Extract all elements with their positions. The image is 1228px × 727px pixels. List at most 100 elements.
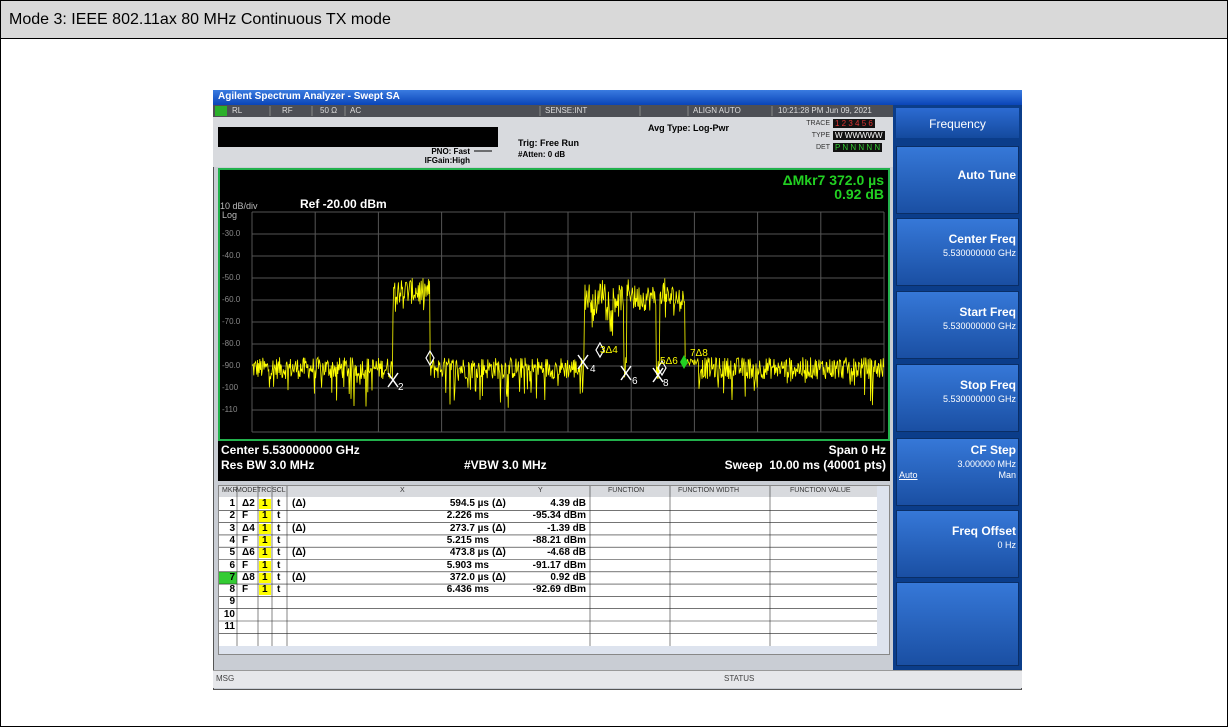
trace-cell (259, 523, 271, 534)
header-title: Mode 3: IEEE 802.11ax 80 MHz Continuous … (9, 11, 391, 28)
row-number: 8 (229, 584, 235, 596)
table-scroll-v (877, 486, 889, 654)
row-x: 372.0 µs (449, 571, 489, 583)
trace-cell (259, 511, 271, 522)
status-item: SENSE:INT (545, 106, 588, 115)
row-trace: 1 (262, 498, 268, 509)
row-number: 3 (229, 522, 235, 534)
y-axis-label: -60.0 (222, 295, 241, 304)
row-trace: 1 (262, 547, 268, 559)
table-scroll-h (219, 646, 877, 654)
trace-label: TRACE (806, 120, 830, 127)
res-bw: Res BW 3.0 MHz (221, 458, 315, 472)
row-y: -92.69 dBm (532, 584, 586, 596)
row-y: -95.34 dBm (532, 510, 586, 522)
softkey-label: Auto Tune (957, 168, 1016, 182)
table-column-header: MKR (222, 487, 238, 494)
row-mode: Δ6 (242, 547, 255, 559)
row-x: 473.8 µs (449, 547, 489, 559)
title-bar (213, 90, 1022, 105)
status-item: AC (350, 106, 362, 115)
row-x-ref: (Δ) (292, 522, 306, 534)
row-mode: F (242, 559, 249, 571)
row-x: 2.226 ms (446, 510, 489, 522)
softkey-blank (896, 582, 1019, 666)
table-column-header: FUNCTION WIDTH (678, 487, 740, 494)
y-axis-label: -90.0 (222, 361, 241, 370)
softkey-label: CF Step (970, 443, 1016, 457)
row-scale: t (277, 584, 281, 596)
marker-value: 0.92 dB (834, 186, 884, 202)
softkey-value: 5.530000000 GHz (942, 321, 1016, 331)
trace-cell (259, 548, 271, 559)
softkey-value: 0 Hz (997, 540, 1016, 550)
row-trace: 1 (262, 571, 268, 583)
row-y-ref: (Δ) (492, 571, 506, 583)
y-axis-label: -40.0 (222, 251, 241, 260)
row-mode: F (242, 510, 249, 522)
row-y: -4.68 dB (547, 547, 586, 559)
row-scale: t (277, 559, 281, 571)
trace-value: 1 2 3 4 5 6 (833, 119, 875, 128)
row-y-ref: (Δ) (492, 498, 506, 509)
window-title: Agilent Spectrum Analyzer - Swept SA (218, 91, 400, 102)
row-y: -1.39 dB (547, 522, 586, 534)
row-x-ref: (Δ) (292, 571, 306, 583)
row-x: 594.5 µs (449, 498, 489, 509)
type-value: W WWWWW (833, 131, 885, 140)
softkey-label: Center Freq (948, 232, 1016, 246)
y-axis-label: -100 (222, 383, 239, 392)
ref-level: Ref -20.00 dBm (300, 197, 387, 211)
msg-bar (213, 670, 1022, 688)
y-axis-label: -80.0 (222, 339, 241, 348)
row-y: 4.39 dB (550, 498, 586, 509)
row-trace: 1 (262, 584, 268, 596)
atten: #Atten: 0 dB (518, 150, 566, 159)
footer-area (218, 441, 890, 481)
row-scale: t (277, 522, 281, 534)
softkey-label: Start Freq (959, 305, 1016, 319)
row-trace: 1 (262, 559, 268, 571)
row-mode: Δ2 (242, 498, 255, 509)
status-item: RL (232, 106, 243, 115)
pno: PNO: Fast (431, 147, 470, 156)
trace-cell (259, 585, 271, 596)
row-trace: 1 (262, 522, 268, 534)
softkey (896, 146, 1019, 214)
softkey (896, 364, 1019, 432)
sweep: Sweep 10.00 ms (40001 pts) (724, 458, 886, 472)
softkey-value: 5.530000000 GHz (942, 394, 1016, 404)
row-scale: t (277, 571, 281, 583)
row-y: -88.21 dBm (532, 534, 586, 546)
row-number: 7 (229, 571, 235, 583)
row-mode: Δ4 (242, 522, 255, 534)
y-axis-label: -50.0 (222, 273, 241, 282)
scale-label: 10 dB/div (220, 201, 258, 211)
table-column-header: FUNCTION VALUE (790, 487, 851, 494)
row-x-ref: (Δ) (292, 498, 306, 509)
vbw: #VBW 3.0 MHz (464, 458, 547, 472)
row-number: 6 (229, 559, 235, 571)
trig: Trig: Free Run (518, 138, 580, 148)
row-y: 0.92 dB (550, 571, 586, 583)
status-bar (213, 105, 893, 117)
trace-cell (259, 572, 271, 584)
status-item: 10:21:28 PM Jun 09, 2021 (778, 106, 872, 115)
row-y: -91.17 dBm (532, 559, 586, 571)
type-label: TYPE (811, 132, 830, 139)
softkey (896, 510, 1019, 578)
status: STATUS (724, 674, 755, 683)
row-x: 5.215 ms (446, 534, 489, 546)
row-scale: t (277, 547, 281, 559)
header-bar (0, 0, 1228, 39)
settings-black (218, 127, 498, 147)
softkey (896, 291, 1019, 359)
softkey (896, 438, 1019, 506)
row-trace: 1 (262, 510, 268, 522)
status-item: 50 Ω (320, 106, 338, 115)
row-number: 11 (224, 621, 235, 632)
softkey-label: Stop Freq (960, 378, 1016, 392)
row-number: 9 (229, 596, 235, 608)
table-column-header: FUNCTION (608, 487, 645, 494)
